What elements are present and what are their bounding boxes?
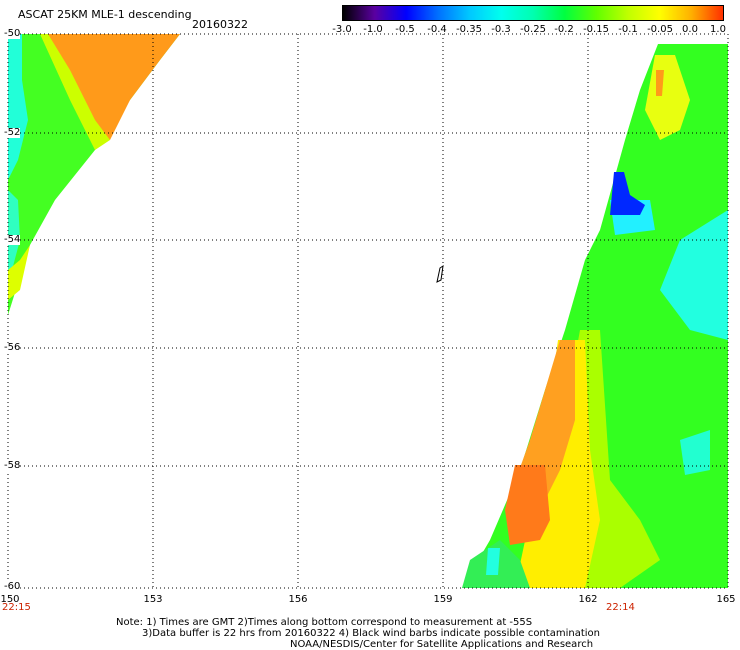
colorbar-label: -0.25 <box>520 24 546 35</box>
lon-label: 156 <box>288 594 308 605</box>
lon-label: 165 <box>716 594 736 605</box>
colorbar-label: -0.05 <box>647 24 673 35</box>
lon-label: 153 <box>143 594 163 605</box>
swath-west-yellow <box>40 34 110 150</box>
lon-label: 162 <box>578 594 598 605</box>
colorbar-label: -0.1 <box>618 24 638 35</box>
swath-east-blue <box>610 172 645 215</box>
colorbar-label: -0.5 <box>395 24 415 35</box>
lat-label: -54 <box>4 234 21 245</box>
colorbar-label: -1.0 <box>363 24 383 35</box>
note-line-3: NOAA/NESDIS/Center for Satellite Applica… <box>290 639 594 650</box>
colorbar-label: -0.15 <box>583 24 609 35</box>
lat-label: -60 <box>4 581 21 592</box>
lat-label: -56 <box>4 342 21 353</box>
swath-east-orange-top <box>656 70 664 96</box>
date-label: 20160322 <box>192 18 248 31</box>
swath-west-cyan2 <box>8 190 20 275</box>
colorbar-label: -0.35 <box>456 24 482 35</box>
colorbar-label: 0.0 <box>682 24 698 35</box>
lat-label: -58 <box>4 460 21 471</box>
grid-lines <box>7 33 729 589</box>
time-label-right: 22:14 <box>606 602 635 613</box>
swath-east-cyan <box>660 210 728 340</box>
swath-east-cyan3 <box>680 430 710 475</box>
title: ASCAT 25KM MLE-1 descending <box>18 8 192 21</box>
note-line-2: 3)Data buffer is 22 hrs from 20160322 4)… <box>142 628 600 639</box>
swath-west-green <box>8 34 180 315</box>
swath-west-orange <box>48 34 180 140</box>
lon-label: 150 <box>0 594 20 605</box>
lat-label: -52 <box>4 127 21 138</box>
colorbar <box>342 5 724 21</box>
note-line-1: Note: 1) Times are GMT 2)Times along bot… <box>116 617 533 628</box>
colorbar-label: 1.0 <box>710 24 726 35</box>
swath-east-orange2 <box>505 465 550 545</box>
island-outline <box>436 264 444 283</box>
colorbar-label: -0.3 <box>491 24 511 35</box>
colorbar-label: -3.0 <box>332 24 352 35</box>
colorbar-label: -0.2 <box>554 24 574 35</box>
lon-label: 159 <box>433 594 453 605</box>
time-label-left: 22:15 <box>2 602 31 613</box>
lat-label: -50 <box>4 28 21 39</box>
colorbar-label: -0.4 <box>427 24 447 35</box>
swath-west-cyan <box>8 34 28 180</box>
swath-east-cyan-edge <box>486 548 500 575</box>
swath-west-yellow-tip <box>8 245 30 300</box>
